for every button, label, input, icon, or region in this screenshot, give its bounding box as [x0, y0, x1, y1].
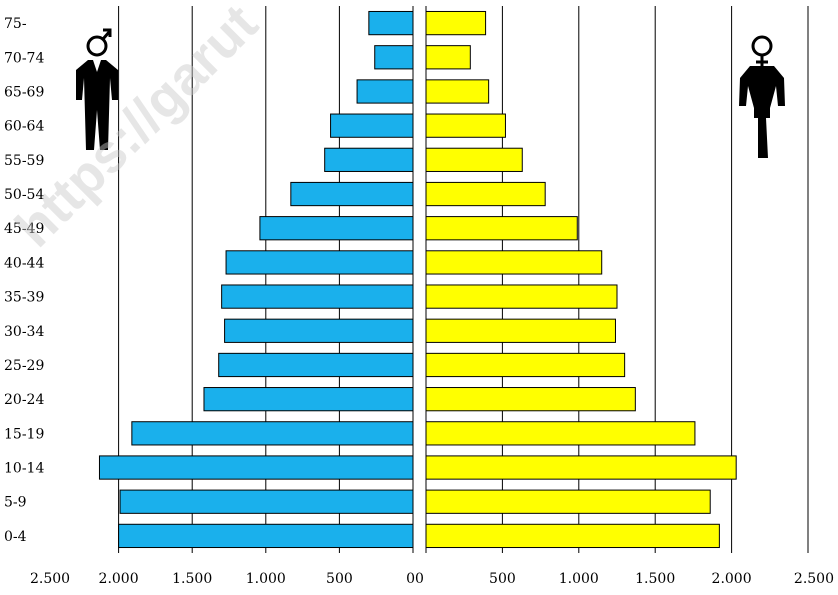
- tick-label-right: 2.000: [712, 571, 752, 587]
- bar-right-50-54: [425, 181, 546, 207]
- tick-labels-left: 2.500 2.000 1.500 1.000 500 0: [30, 571, 415, 587]
- bar-left-25-29: [218, 352, 414, 378]
- age-label: 70-74: [4, 50, 44, 66]
- bar-left-20-24: [203, 387, 414, 412]
- tick-label-left: 1.000: [246, 571, 286, 587]
- age-label: 30-34: [4, 324, 44, 340]
- bar-left-15-19: [131, 421, 414, 446]
- bar-right-75-: [425, 10, 487, 36]
- tick-labels-right: 0 500 1.000 1.500 2.000 2.500: [415, 571, 834, 587]
- age-label: 10-14: [4, 461, 44, 477]
- bar-left-75-: [368, 10, 414, 36]
- tick-label-left: 1.500: [172, 571, 212, 587]
- bar-left-35-39: [221, 284, 414, 309]
- bar-left-0-4: [118, 523, 414, 549]
- bar-right-15-19: [425, 421, 696, 446]
- male-figure-icon: [76, 28, 118, 150]
- age-label: 55-59: [4, 153, 44, 169]
- bar-left-70-74: [374, 45, 414, 70]
- tick-label-right: 1.000: [559, 571, 599, 587]
- age-labels: 0-4 5-9 10-14 15-19 20-24 25-29 30-34 35-39 40-4…: [4, 16, 44, 545]
- bar-right-20-24: [425, 387, 636, 412]
- bar-right-25-29: [425, 352, 626, 378]
- age-label: 40-44: [4, 255, 44, 271]
- bar-left-45-49: [259, 216, 414, 241]
- bar-left-50-54: [290, 181, 414, 207]
- bar-right-10-14: [425, 455, 737, 480]
- bar-left-65-69: [356, 79, 414, 104]
- age-label: 60-64: [4, 119, 44, 135]
- age-label: 35-39: [4, 290, 44, 306]
- tick-label-right: 1.500: [635, 571, 675, 587]
- bar-right-40-44: [425, 250, 603, 275]
- bar-right-45-49: [425, 216, 578, 241]
- age-label: 20-24: [4, 392, 44, 408]
- tick-label-left: 2.500: [30, 571, 70, 587]
- bars-right: [425, 10, 737, 549]
- age-label: 15-19: [4, 426, 44, 442]
- bar-left-40-44: [225, 250, 414, 275]
- bar-left-5-9: [119, 489, 414, 514]
- age-label: 5-9: [4, 495, 27, 511]
- tick-label-left: 2.000: [99, 571, 139, 587]
- bar-right-70-74: [425, 45, 471, 70]
- age-label: 45-49: [4, 221, 44, 237]
- bar-right-65-69: [425, 79, 490, 104]
- age-label: 50-54: [4, 187, 44, 203]
- tick-label-right: 500: [489, 571, 516, 587]
- bar-right-35-39: [425, 284, 618, 309]
- bar-right-0-4: [425, 523, 720, 549]
- bars-left: [98, 10, 414, 549]
- tick-label-left: 0: [406, 571, 415, 587]
- age-label: 75-: [4, 16, 27, 32]
- bar-left-60-64: [330, 113, 414, 138]
- bar-right-60-64: [425, 113, 506, 138]
- bar-left-10-14: [98, 455, 414, 480]
- bar-left-30-34: [224, 318, 414, 343]
- tick-label-left: 500: [326, 571, 353, 587]
- age-label: 0-4: [4, 529, 27, 545]
- bar-right-55-59: [425, 147, 523, 172]
- bar-left-55-59: [324, 147, 414, 172]
- tick-label-right: 2.500: [794, 571, 834, 587]
- age-label: 25-29: [4, 358, 44, 374]
- female-figure-icon: [739, 35, 785, 158]
- bar-right-5-9: [425, 489, 711, 514]
- bar-right-30-34: [425, 318, 616, 343]
- tick-label-right: 0: [415, 571, 424, 587]
- age-label: 65-69: [4, 84, 44, 100]
